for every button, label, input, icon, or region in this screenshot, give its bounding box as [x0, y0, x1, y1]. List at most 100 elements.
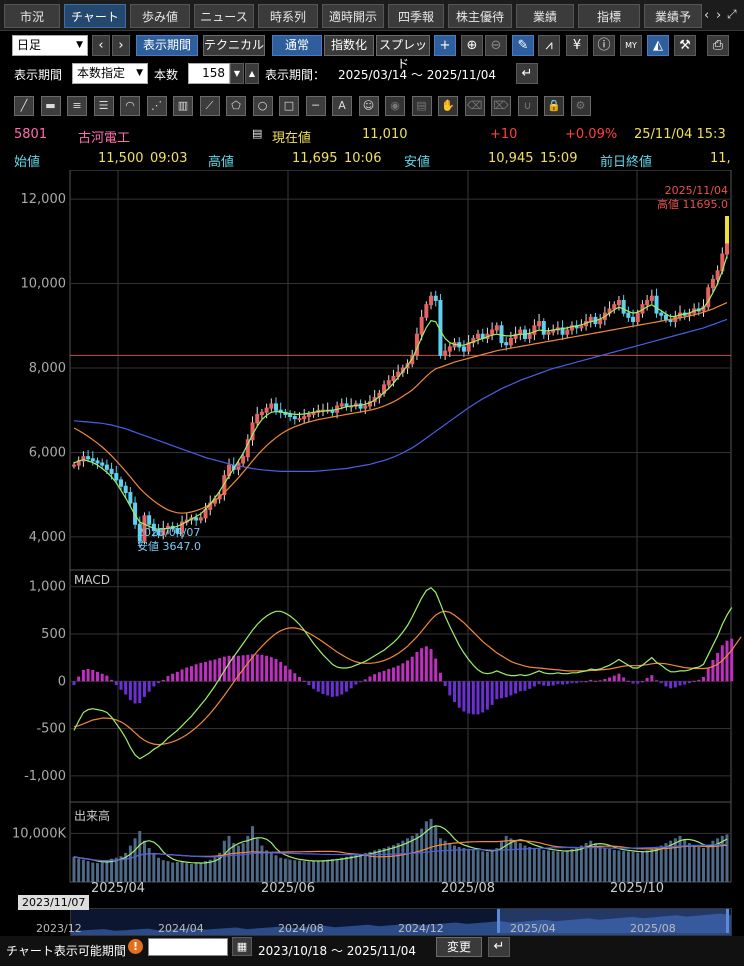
bulk-delete-icon[interactable]: ◉	[385, 96, 405, 116]
rectangle-tool-icon[interactable]: □	[279, 96, 299, 116]
navigator-window[interactable]	[497, 909, 729, 933]
candle	[288, 413, 293, 418]
macd-histogram-bar	[504, 681, 508, 698]
macd-histogram-bar	[410, 656, 414, 682]
candle	[391, 375, 396, 382]
open-label: 始値	[14, 155, 41, 170]
display-period-button[interactable]: 表示期間	[136, 35, 198, 56]
pencil-icon[interactable]: ✎	[512, 35, 534, 56]
mode-normal-button[interactable]: 通常	[272, 35, 322, 56]
my-icon[interactable]: MY	[620, 35, 642, 56]
macd-histogram-bar	[551, 681, 555, 686]
volume-bar	[293, 860, 297, 882]
count-up-icon[interactable]: ▲	[245, 63, 259, 84]
tab-market[interactable]: 市況	[4, 4, 60, 28]
tab-news[interactable]: ニュース	[194, 4, 254, 28]
area-chart-icon[interactable]: ◭	[647, 35, 669, 56]
reset-icon[interactable]: ↵	[516, 63, 538, 84]
volume-bar	[438, 838, 442, 882]
pitchfork-tool-icon[interactable]: ⟋	[199, 96, 220, 116]
circle-tool-icon[interactable]: ○	[252, 96, 273, 116]
ruler-tool-icon[interactable]: ▬	[40, 96, 61, 116]
wrench-icon[interactable]: ⚒	[674, 35, 696, 56]
macd-histogram-bar	[542, 681, 546, 686]
navigator[interactable]	[70, 908, 732, 936]
zoom-in-icon[interactable]: ⊕	[461, 35, 483, 56]
macd-histogram-bar	[363, 679, 367, 682]
lock-icon[interactable]: 🔒	[544, 96, 564, 116]
macd-histogram-bar	[152, 681, 156, 687]
volume-bar	[330, 859, 334, 882]
candle	[649, 295, 654, 301]
macd-histogram-bar	[368, 676, 372, 682]
volume-bar	[617, 850, 621, 882]
fan-tool-icon[interactable]: ⋰	[146, 96, 167, 116]
technical-button[interactable]: テクニカル	[203, 35, 265, 56]
tab-timeseries[interactable]: 時系列	[258, 4, 318, 28]
stock-chart[interactable]: 12,000 10,000 8,000 6,000 4,000 2025/11/04高値 …	[0, 170, 744, 910]
expand-icon[interactable]: ⤢	[727, 7, 737, 21]
stamp-tool-icon[interactable]: ☺	[358, 96, 379, 116]
arc-tool-icon[interactable]: ◠	[120, 96, 140, 116]
tab-benefits[interactable]: 株主優待	[448, 4, 512, 28]
candle	[616, 299, 621, 306]
macd-histogram-bar	[434, 658, 438, 682]
period-mode-select[interactable]: 本数指定 ▼	[72, 63, 148, 84]
magnet-icon[interactable]: ∪	[517, 96, 538, 116]
x-tick-label: 2025/06	[261, 881, 315, 896]
tab-disclosure[interactable]: 適時開示	[322, 4, 384, 28]
memo-icon[interactable]: ▤	[411, 96, 432, 116]
period-start-input[interactable]	[148, 938, 228, 956]
tab-indicators[interactable]: 指標	[578, 4, 640, 28]
mode-index-button[interactable]: 指数化	[324, 35, 374, 56]
parallel-tool-icon[interactable]: ≡	[67, 96, 87, 116]
tab-quarterly[interactable]: 四季報	[388, 4, 444, 28]
tab-prev-icon[interactable]: ‹	[704, 8, 710, 23]
next-period-button[interactable]: ›	[112, 35, 130, 56]
period-select[interactable]: 日足 ▼	[12, 35, 88, 56]
candle-settings-icon[interactable]: ⩘	[538, 35, 560, 56]
volume-bar	[194, 863, 198, 882]
memo-icon[interactable]: ▤	[252, 127, 263, 140]
print-icon[interactable]: ⎙	[707, 35, 729, 56]
change-button[interactable]: 変更	[436, 937, 482, 957]
line-tool-icon[interactable]: ╱	[14, 96, 34, 116]
tab-forecast[interactable]: 業績予	[644, 4, 702, 28]
macd-histogram-bar	[448, 681, 452, 696]
tab-bar: 市況 チャート 歩み値 ニュース 時系列 適時開示 四季報 株主優待 業績 指標…	[0, 0, 744, 31]
grid-tool-icon[interactable]: ▥	[173, 96, 193, 116]
tab-tick[interactable]: 歩み値	[130, 4, 190, 28]
macd-tick-label: 1,000	[29, 580, 66, 595]
eraser-icon[interactable]: ⌫	[464, 96, 485, 116]
reset-icon[interactable]: ↵	[488, 937, 510, 957]
settings-icon[interactable]: ⚙	[570, 96, 591, 116]
mode-spread-button[interactable]: スプレッド	[376, 35, 430, 71]
macd-histogram-bar	[227, 655, 231, 682]
volume-bar	[655, 848, 659, 882]
text-tool-icon[interactable]: A	[332, 96, 352, 116]
prev-period-button[interactable]: ‹	[92, 35, 110, 56]
hand-icon[interactable]: ✋	[438, 96, 458, 116]
macd-histogram-bar	[514, 681, 518, 694]
volume-bar	[410, 835, 414, 882]
footer-label: チャート表示可能期間	[6, 944, 126, 958]
select-eraser-icon[interactable]: ⌦	[491, 96, 511, 116]
candle	[118, 479, 123, 487]
tab-next-icon[interactable]: ›	[716, 8, 722, 23]
plus-icon[interactable]: +	[434, 35, 456, 56]
count-input[interactable]: 158	[188, 63, 230, 84]
tab-chart[interactable]: チャート	[64, 4, 126, 28]
info-icon[interactable]: ⓘ	[593, 35, 615, 56]
yen-icon[interactable]: ¥	[566, 35, 588, 56]
footer	[0, 936, 744, 966]
macd-histogram-bar	[692, 680, 696, 682]
triple-line-tool-icon[interactable]: ☰	[93, 96, 114, 116]
pentagon-tool-icon[interactable]: ⬠	[226, 96, 246, 116]
zoom-out-icon[interactable]: ⊖	[485, 35, 507, 56]
volume-bar	[391, 845, 395, 882]
calendar-icon[interactable]: ▦	[232, 937, 252, 956]
tab-results[interactable]: 業績	[516, 4, 574, 28]
count-down-icon[interactable]: ▼	[230, 63, 244, 84]
price-tick-label: 8,000	[29, 361, 66, 376]
horizontal-line-tool-icon[interactable]: ─	[305, 96, 326, 116]
